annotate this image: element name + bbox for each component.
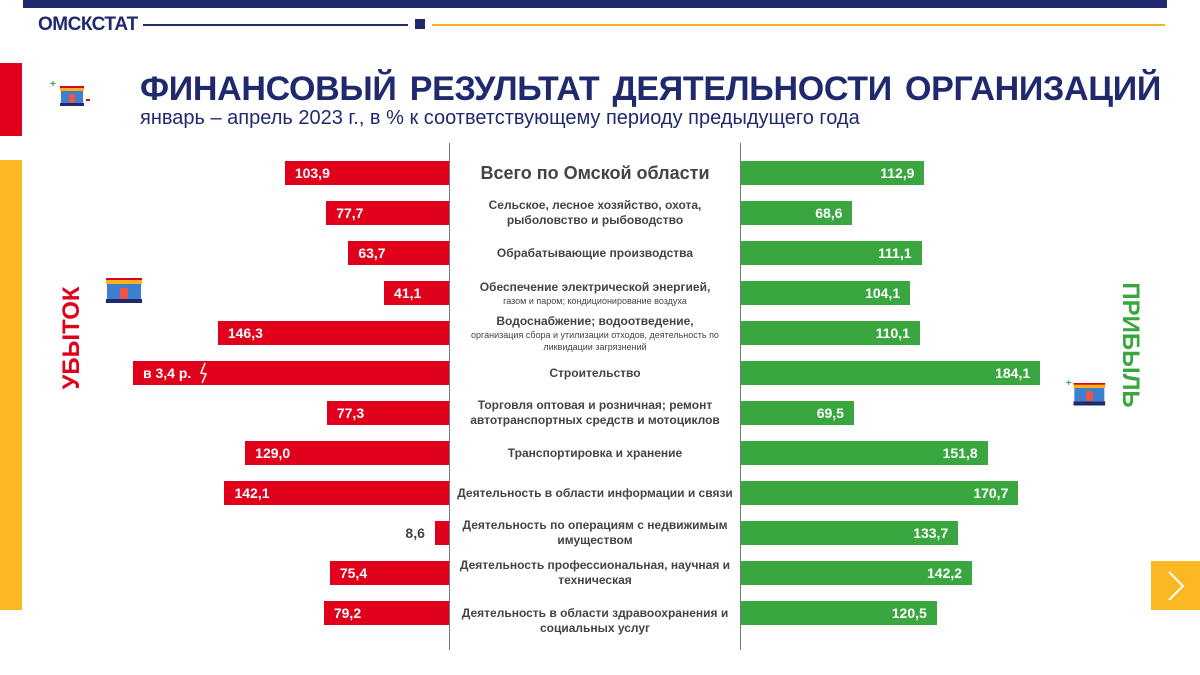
profit-value-label: 104,1 <box>865 285 901 301</box>
category-sub-text: газом и паром; кондиционирование воздуха <box>503 295 687 306</box>
category-main-text: Деятельность в области здравоохранения и… <box>461 606 729 635</box>
header-square <box>415 19 425 29</box>
profit-bar: 133,7 <box>741 521 959 545</box>
header-accent-line <box>432 24 1165 26</box>
category-label: Деятельность профессиональная, научная и… <box>455 558 735 588</box>
shop-plus-icon: + <box>1066 378 1106 406</box>
profit-bar: 110,1 <box>741 321 920 345</box>
loss-value-label: 129,0 <box>255 445 291 461</box>
profit-value-label: 111,1 <box>878 245 912 261</box>
page-subtitle: январь – апрель 2023 г., в % к соответст… <box>140 107 860 129</box>
profit-value-label: 120,5 <box>891 605 927 621</box>
loss-value-label: в 3,4 р. <box>143 365 192 381</box>
shop-minus-icon <box>106 278 142 303</box>
loss-value-label: 146,3 <box>227 325 263 341</box>
profit-bar: 184,1 <box>741 361 1041 385</box>
loss-value-label: 63,7 <box>358 245 386 261</box>
chevron-right-icon <box>1167 570 1184 601</box>
category-label: Торговля оптовая и розничная; ремонт авт… <box>455 398 735 428</box>
category-main-text: Строительство <box>549 365 641 380</box>
category-label: Обеспечение электрической энергией, газом… <box>455 280 735 307</box>
profit-value-label: 68,6 <box>815 205 843 221</box>
loss-bar: 146,3 <box>217 321 449 345</box>
loss-value-label: 103,9 <box>294 165 330 181</box>
profit-value-label: 184,1 <box>995 365 1031 381</box>
profit-axis-label: ПРИБЫЛЬ <box>1117 282 1144 408</box>
category-label: Деятельность в области здравоохранения и… <box>455 606 735 636</box>
loss-bar: 103,9 <box>284 161 449 185</box>
loss-bar: 63,7 <box>348 241 449 265</box>
loss-bar: 41,1 <box>384 281 449 305</box>
profit-bar: 68,6 <box>741 201 853 225</box>
shop-plus-minus-icon: + <box>50 80 90 106</box>
next-slide-button[interactable] <box>1151 561 1200 610</box>
category-label: Строительство <box>455 366 735 381</box>
loss-bar: 142,1 <box>224 481 449 505</box>
profit-value-label: 151,8 <box>942 445 978 461</box>
category-main-text: Водоснабжение; водоотведение, <box>496 313 694 328</box>
axis-break-icon <box>199 362 208 384</box>
category-main-text: Транспортировка и хранение <box>507 445 683 460</box>
profit-bar: 111,1 <box>741 241 922 265</box>
svg-text:+: + <box>50 80 56 90</box>
profit-bar: 104,1 <box>741 281 911 305</box>
category-main-text: Обрабатывающие производства <box>496 245 694 260</box>
loss-value-label: 79,2 <box>333 605 362 621</box>
category-label: Деятельность в области информации и связ… <box>455 486 735 501</box>
category-label: Водоснабжение; водоотведение, организация… <box>455 314 735 353</box>
loss-value-label: 8,6 <box>405 525 425 541</box>
loss-bar: 79,2 <box>323 601 449 625</box>
page-title: ФИНАНСОВЫЙ РЕЗУЛЬТАТ ДЕЯТЕЛЬНОСТИ ОРГАНИ… <box>140 70 1162 108</box>
category-main-text: Деятельность профессиональная, научная и… <box>459 558 731 587</box>
profit-value-label: 110,1 <box>875 325 910 341</box>
loss-axis-label: УБЫТОК <box>58 286 85 390</box>
profit-value-label: 133,7 <box>913 525 949 541</box>
profit-bar: 112,9 <box>741 161 925 185</box>
category-sub-text: организация сбора и утилизации отходов, … <box>471 329 719 352</box>
category-label: Транспортировка и хранение <box>455 446 735 461</box>
category-main-text: Деятельность в области информации и связ… <box>457 485 733 500</box>
category-main-text: Обеспечение электрической энергией, <box>479 279 711 294</box>
category-main-text: Всего по Омской области <box>480 162 710 183</box>
loss-value-label: 142,1 <box>234 485 270 501</box>
brand-logo-text: ОМСКСТАТ <box>38 14 138 35</box>
loss-bar: в 3,4 р. <box>133 361 449 385</box>
loss-value-label: 77,7 <box>336 205 364 221</box>
category-main-text: Деятельность по операциям с недвижимым и… <box>462 518 728 547</box>
loss-value-label: 77,3 <box>336 405 365 421</box>
profit-axis-line <box>740 143 741 650</box>
loss-bar: 75,4 <box>329 561 449 585</box>
profit-value-label: 69,5 <box>816 405 844 421</box>
category-label: Деятельность по операциям с недвижимым и… <box>455 518 735 548</box>
loss-axis-line <box>449 143 450 650</box>
loss-value-label: 75,4 <box>339 565 368 581</box>
profit-bar: 69,5 <box>741 401 854 425</box>
loss-value-label: 41,1 <box>394 285 422 301</box>
profit-bar: 120,5 <box>741 601 937 625</box>
profit-bar: 151,8 <box>741 441 988 465</box>
category-label: Сельское, лесное хозяйство, охота, рыбол… <box>455 198 735 228</box>
category-label: Всего по Омской области <box>455 162 735 183</box>
top-bar <box>23 0 1167 8</box>
category-main-text: Сельское, лесное хозяйство, охота, рыбол… <box>488 198 702 227</box>
category-label: Обрабатывающие производства <box>455 246 735 261</box>
loss-bar <box>435 521 449 545</box>
category-main-text: Торговля оптовая и розничная; ремонт авт… <box>470 398 720 427</box>
loss-bar: 77,3 <box>326 401 449 425</box>
loss-bar: 129,0 <box>245 441 449 465</box>
profit-value-label: 112,9 <box>880 165 915 181</box>
header-line <box>143 24 408 26</box>
side-accent-red <box>0 63 22 136</box>
loss-bar: 77,7 <box>326 201 449 225</box>
svg-text:+: + <box>1066 378 1071 388</box>
side-accent-yellow <box>0 160 22 610</box>
profit-bar: 142,2 <box>741 561 973 585</box>
profit-bar: 170,7 <box>741 481 1019 505</box>
profit-value-label: 170,7 <box>973 485 1009 501</box>
profit-value-label: 142,2 <box>927 565 963 581</box>
